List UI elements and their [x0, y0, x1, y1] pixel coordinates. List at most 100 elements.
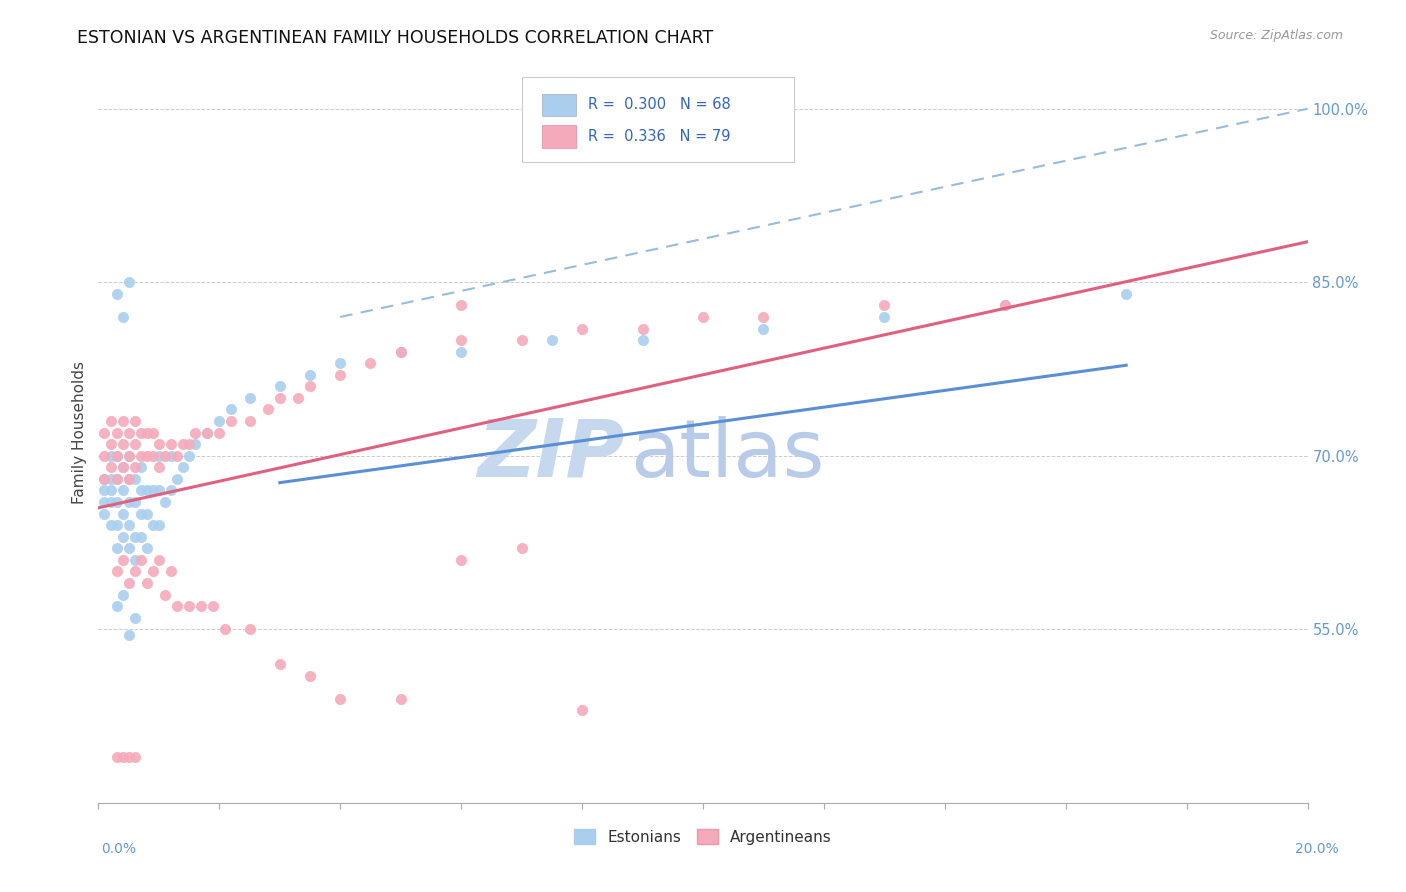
Point — [450, 553, 472, 567]
Point — [195, 425, 218, 440]
Point — [148, 460, 170, 475]
Point — [329, 356, 352, 370]
Point — [111, 483, 134, 498]
Point — [389, 344, 412, 359]
Point — [111, 460, 134, 475]
Point — [135, 576, 157, 591]
Point — [124, 437, 146, 451]
Point — [129, 530, 152, 544]
Point — [239, 414, 262, 428]
Point — [179, 599, 201, 614]
Point — [166, 449, 188, 463]
Text: ESTONIAN VS ARGENTINEAN FAMILY HOUSEHOLDS CORRELATION CHART: ESTONIAN VS ARGENTINEAN FAMILY HOUSEHOLD… — [77, 29, 714, 46]
Point — [111, 507, 134, 521]
Point — [166, 599, 188, 614]
Point — [105, 472, 128, 486]
Point — [100, 414, 122, 428]
Point — [93, 507, 115, 521]
Point — [631, 321, 654, 335]
Point — [994, 298, 1017, 312]
Point — [93, 425, 115, 440]
Point — [105, 472, 128, 486]
Point — [124, 414, 146, 428]
Point — [329, 691, 352, 706]
Point — [124, 472, 146, 486]
Point — [100, 495, 122, 509]
Point — [184, 425, 207, 440]
Point — [135, 425, 157, 440]
Point — [221, 402, 243, 417]
Point — [135, 449, 157, 463]
Point — [299, 668, 322, 682]
Point — [105, 518, 128, 533]
Point — [287, 391, 309, 405]
Point — [100, 449, 122, 463]
Point — [269, 657, 291, 671]
Text: 0.0%: 0.0% — [101, 842, 136, 856]
Point — [111, 530, 134, 544]
Point — [752, 321, 775, 335]
Point — [692, 310, 714, 324]
Point — [389, 344, 412, 359]
Point — [1115, 286, 1137, 301]
Point — [100, 483, 122, 498]
Point — [118, 472, 141, 486]
Text: R =  0.336   N = 79: R = 0.336 N = 79 — [588, 129, 731, 144]
Point — [142, 518, 165, 533]
FancyBboxPatch shape — [543, 126, 576, 147]
Point — [142, 449, 165, 463]
Point — [105, 449, 128, 463]
Point — [111, 460, 134, 475]
Point — [111, 749, 134, 764]
Point — [450, 333, 472, 347]
Point — [135, 483, 157, 498]
Point — [129, 460, 152, 475]
Point — [195, 425, 218, 440]
Point — [118, 495, 141, 509]
Point — [93, 472, 115, 486]
Point — [510, 333, 533, 347]
Point — [571, 703, 593, 717]
Point — [160, 483, 183, 498]
Point — [208, 414, 231, 428]
Point — [129, 483, 152, 498]
Point — [142, 425, 165, 440]
Point — [184, 437, 207, 451]
Point — [256, 402, 278, 417]
Point — [190, 599, 212, 614]
Point — [118, 628, 141, 642]
Point — [100, 437, 122, 451]
Point — [129, 449, 152, 463]
Point — [269, 391, 291, 405]
Point — [111, 553, 134, 567]
Point — [93, 495, 115, 509]
Point — [129, 507, 152, 521]
Y-axis label: Family Households: Family Households — [72, 361, 87, 504]
Point — [510, 541, 533, 556]
Point — [329, 368, 352, 382]
Point — [124, 553, 146, 567]
Point — [100, 460, 122, 475]
Point — [160, 437, 183, 451]
Point — [135, 541, 157, 556]
Point — [873, 298, 896, 312]
Point — [142, 483, 165, 498]
Point — [389, 691, 412, 706]
Point — [239, 622, 262, 636]
Point — [105, 599, 128, 614]
Point — [93, 483, 115, 498]
Point — [100, 472, 122, 486]
Point — [172, 460, 194, 475]
Point — [118, 749, 141, 764]
Point — [135, 507, 157, 521]
Point — [172, 437, 194, 451]
Point — [269, 379, 291, 393]
Point — [118, 472, 141, 486]
Point — [118, 425, 141, 440]
Point — [124, 460, 146, 475]
Point — [105, 425, 128, 440]
Point — [153, 495, 176, 509]
Text: 20.0%: 20.0% — [1295, 842, 1339, 856]
Point — [124, 610, 146, 624]
Point — [360, 356, 382, 370]
